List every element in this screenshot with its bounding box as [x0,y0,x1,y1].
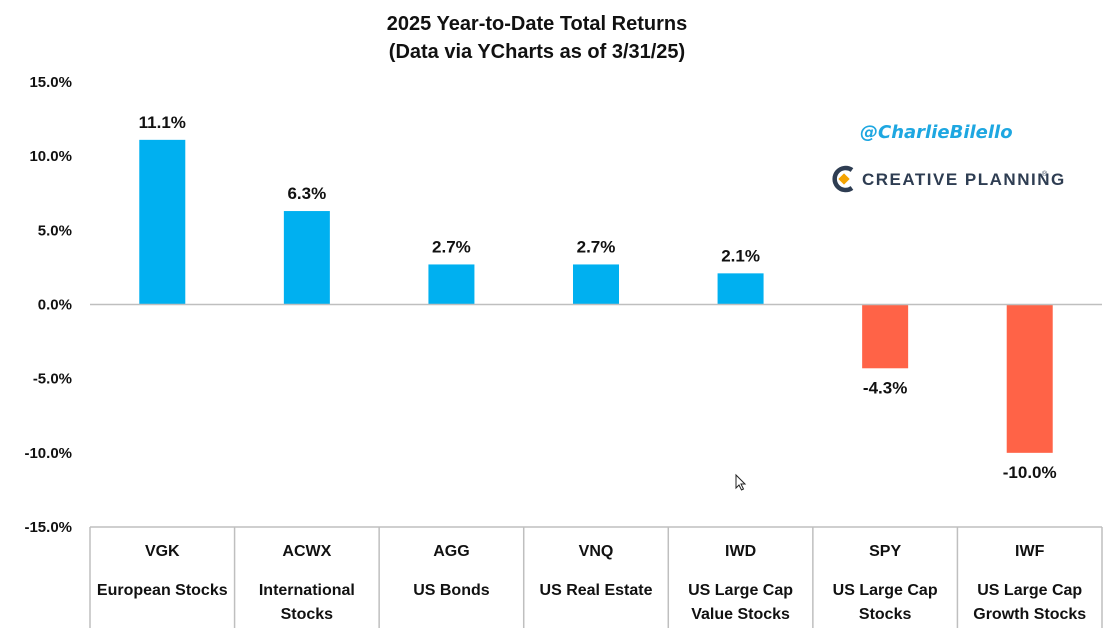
y-tick-label: 5.0% [38,222,72,239]
data-label-vnq: 2.7% [577,237,616,256]
category-ticker: SPY [869,543,901,560]
bar-vnq [573,264,619,305]
category-description: US Large Cap [977,582,1082,599]
category-ticker: VGK [145,543,180,560]
category-ticker: IWF [1015,543,1045,560]
mouse-cursor-icon [735,473,747,491]
category-ticker: VNQ [579,543,614,560]
bar-spy [862,304,909,369]
category-description: Stocks [859,606,912,623]
bar-iwd [717,273,764,305]
bar-acwx [283,211,330,305]
data-labels: 11.1% 6.3% 2.7% 2.7% 2.1% -4.3% -10.0% [139,113,1057,482]
bar-agg [428,264,475,305]
y-tick-label: -10.0% [24,445,72,462]
category-description: US Large Cap [833,582,938,599]
category-description: US Bonds [413,582,490,599]
category-description: Stocks [281,606,334,623]
category-description: US Real Estate [540,582,653,599]
y-tick-label: 10.0% [29,148,72,165]
creative-planning-logo-icon [832,165,854,193]
data-label-spy: -4.3% [863,378,907,397]
category-ticker: ACWX [282,543,331,560]
y-tick-label: 15.0% [29,74,72,91]
y-axis: 15.0% 10.0% 5.0% 0.0% -5.0% -10.0% -15.0% [24,74,72,536]
category-description: European Stocks [97,582,228,599]
category-description: International [259,582,355,599]
watermark: @CharlieBilello CREATIVE PLANNING ® [832,122,1066,193]
bar-iwf [1006,304,1053,453]
data-label-iwf: -10.0% [1003,463,1057,482]
author-handle: @CharlieBilello [860,122,1013,143]
chart-title: 2025 Year-to-Date Total Returns (Data vi… [387,13,687,63]
category-description: Growth Stocks [973,606,1086,623]
chart-title-line-1: 2025 Year-to-Date Total Returns [387,13,687,35]
brand-registered-mark: ® [1042,170,1048,178]
category-ticker: AGG [433,543,469,560]
y-tick-label: -5.0% [33,371,72,388]
data-label-iwd: 2.1% [721,246,760,265]
category-description: US Large Cap [688,582,793,599]
data-label-vgk: 11.1% [139,113,186,132]
y-tick-label: 0.0% [38,297,72,314]
category-description: Value Stocks [691,606,790,623]
bar-vgk [139,139,186,305]
data-label-acwx: 6.3% [287,184,326,203]
data-label-agg: 2.7% [432,237,471,256]
bar-series [139,139,1053,453]
x-axis-categories: VGK European Stocks ACWX International Stock… [89,526,1103,628]
brand-name: CREATIVE PLANNING [862,170,1066,189]
chart-title-line-2: (Data via YCharts as of 3/31/25) [389,41,685,63]
y-tick-label: -15.0% [24,519,72,536]
category-ticker: IWD [725,543,756,560]
